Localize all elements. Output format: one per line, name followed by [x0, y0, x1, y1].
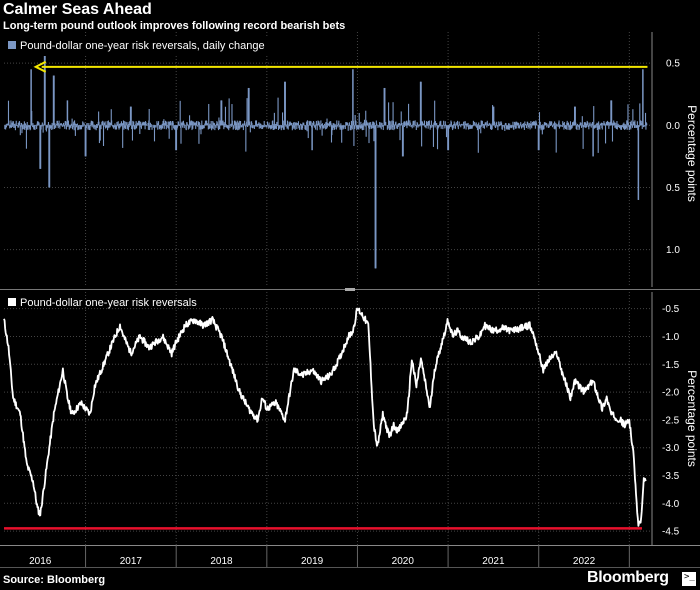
bottom-y-tick-label: -1.0 — [662, 332, 680, 343]
bloomberg-logo: Bloomberg — [587, 569, 669, 586]
panel-resize-grip — [345, 288, 355, 291]
top-y-tick-label: 0.5 — [666, 59, 680, 70]
bottom-legend-swatch — [8, 298, 16, 306]
terminal-icon: >_ — [682, 572, 696, 586]
terminal-glyph: >_ — [684, 572, 695, 582]
top-legend-bg — [5, 36, 269, 56]
bottom-y-tick-label: -2.0 — [662, 388, 680, 399]
x-tick-label: 2019 — [301, 556, 324, 567]
x-tick-label: 2016 — [29, 556, 52, 567]
top-y-axis-title: Percentage points — [685, 105, 699, 202]
bottom-y-tick-label: -3.5 — [662, 471, 680, 482]
bottom-y-tick-label: -4.0 — [662, 499, 680, 510]
top-y-tick-label: 1.0 — [666, 245, 680, 256]
bottom-y-tick-label: -0.5 — [662, 304, 680, 315]
bottom-y-tick-label: -2.5 — [662, 415, 680, 426]
top-panel: 0.5 0.0 0.5 1.0 Pound-dollar one-year risk r… — [0, 32, 700, 291]
top-y-tick-label: 0.0 — [666, 121, 680, 132]
bottom-y-tick-label: -1.5 — [662, 360, 680, 371]
bottom-panel: -0.5 -1.0 -1.5 -2.0 -2.5 -3.0 -3.5 -4.0 -4.5 Poun… — [3, 292, 699, 545]
chart-subtitle: Long-term pound outlook improves followi… — [3, 20, 346, 32]
source-note: Source: Bloomberg — [3, 574, 106, 586]
risk-reversal-line — [3, 307, 647, 527]
x-tick-label: 2017 — [120, 556, 143, 567]
bottom-legend-label: Pound-dollar one-year risk reversals — [20, 297, 197, 309]
bottom-y-tick-label: -3.0 — [662, 443, 680, 454]
top-y-tick-label: 0.5 — [666, 183, 680, 194]
x-tick-label: 2018 — [210, 556, 233, 567]
x-tick-label: 2022 — [573, 556, 596, 567]
chart-title: Calmer Seas Ahead — [3, 1, 152, 18]
bottom-y-axis-title: Percentage points — [685, 370, 699, 467]
x-tick-label: 2021 — [482, 556, 505, 567]
top-legend-label: Pound-dollar one-year risk reversals, da… — [20, 40, 265, 52]
x-tick-label: 2020 — [392, 556, 415, 567]
arrow-head — [33, 60, 47, 73]
top-legend-swatch — [8, 41, 16, 49]
x-axis: 2016 2017 2018 2019 2020 2021 2022 — [0, 545, 700, 568]
bottom-y-tick-label: -4.5 — [662, 527, 680, 538]
